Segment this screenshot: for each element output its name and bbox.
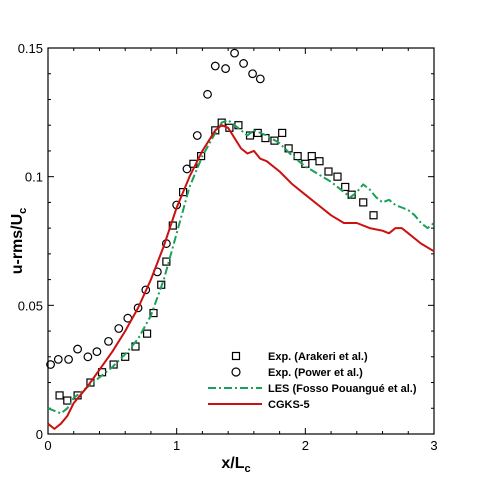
x-tick-label: 1 [173,438,180,453]
series-line-3 [47,124,435,430]
square-marker [369,211,378,220]
legend-item-power: Exp. (Power et al.) [231,367,363,379]
circle-marker [255,74,265,84]
square-marker [359,198,368,207]
axis-ticks: 0 1 2 3 0 0.05 0.1 0.15 [18,41,438,453]
circle-marker [192,131,202,140]
circle-marker [182,164,192,174]
square-marker [341,182,350,192]
square-marker [333,172,342,181]
circle-marker [53,354,63,364]
legend-label-arakeri: Exp. (Arakeri et al.) [268,351,368,363]
square-marker [293,151,302,161]
legend: Exp. (Arakeri et al.) Exp. (Power et al.… [208,351,417,411]
y-tick-label: 0.1 [25,170,43,185]
square-marker [270,136,279,145]
circle-marker [239,59,248,68]
x-tick-label: 3 [430,438,437,453]
square-marker [55,391,64,400]
square-marker [162,257,171,266]
y-tick-label: 0.05 [18,298,43,313]
circle-marker [230,48,239,58]
legend-item-cgks: CGKS-5 [208,399,310,411]
square-marker [315,157,324,166]
square-marker [307,151,316,161]
y-tick-label: 0.15 [18,41,43,56]
legend-square-marker [231,351,241,361]
circle-marker [248,69,257,79]
square-marker [179,188,188,197]
circle-marker [92,347,102,357]
legend-item-les: LES (Fosso Pouangué et al.) [208,383,417,395]
legend-circle-marker [231,367,241,377]
circle-marker [203,89,212,99]
circle-marker [64,354,73,364]
square-marker [278,128,287,138]
plot-frame [47,47,435,435]
series-line-2 [47,119,435,415]
y-tick-label: 0 [36,427,43,442]
series-layer [46,48,435,430]
y-axis-title: u-rms/Uc [9,208,29,275]
square-marker [63,396,72,405]
legend-label-les: LES (Fosso Pouangué et al.) [268,383,417,395]
circle-marker [104,336,113,346]
square-marker [142,329,152,338]
legend-label-power: Exp. (Power et al.) [268,367,363,379]
x-axis-title: x/Lc [221,455,250,475]
circle-marker [221,64,230,73]
square-marker [324,167,333,176]
square-marker [109,360,118,369]
legend-item-arakeri: Exp. (Arakeri et al.) [231,351,368,363]
circle-marker [83,352,93,362]
circle-marker [210,61,220,71]
x-tick-label: 2 [302,438,309,453]
circle-marker [141,285,151,295]
x-tick-label: 0 [44,438,51,453]
circle-marker [114,324,124,333]
legend-label-cgks: CGKS-5 [268,399,310,411]
circle-marker [46,360,55,369]
circle-marker [73,344,82,354]
circle-marker [133,303,143,313]
